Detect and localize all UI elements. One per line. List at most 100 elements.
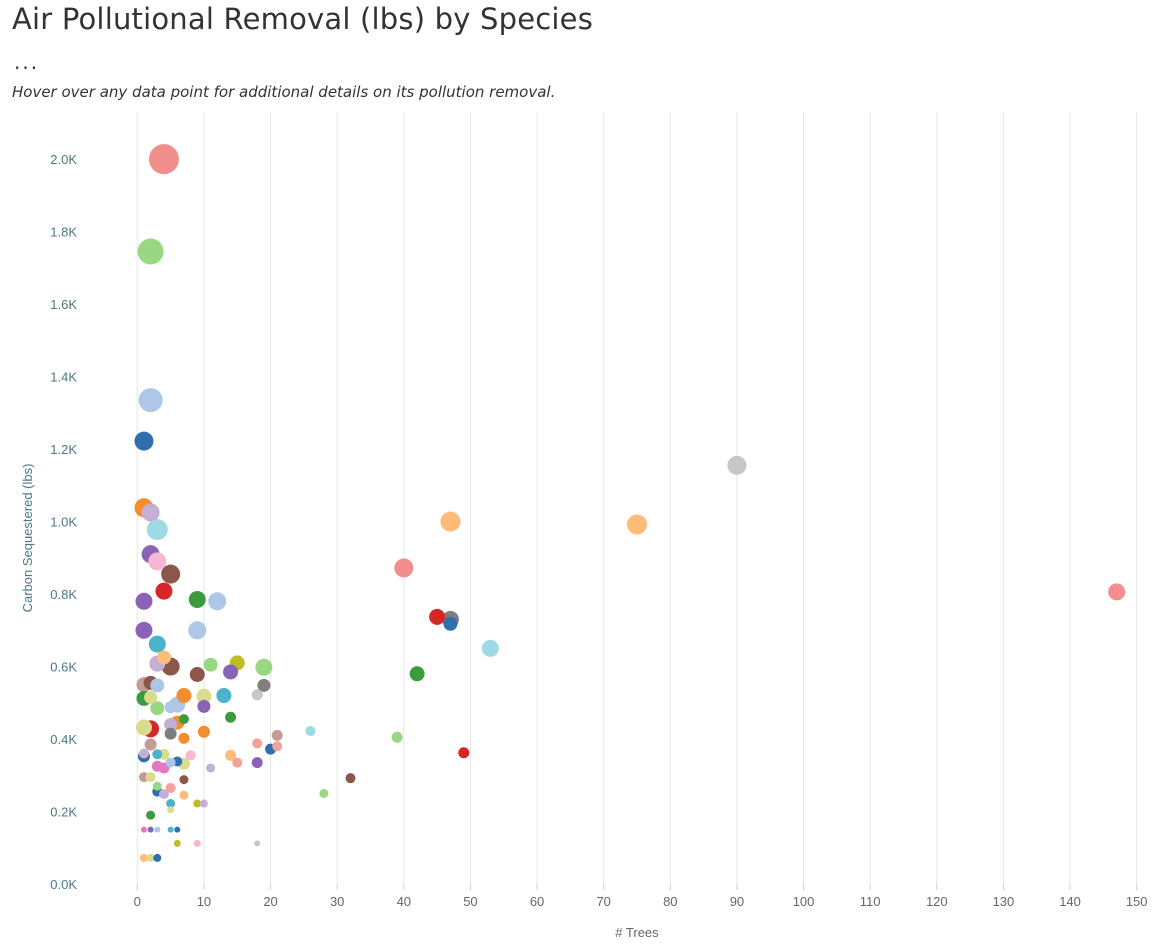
data-point[interactable] <box>140 826 147 833</box>
x-axis-ticks: 0 10 20 30 40 50 60 70 80 90 100 110 120 130 140 150 <box>134 884 1148 909</box>
data-point[interactable] <box>135 719 152 736</box>
x-tick-label: 40 <box>397 894 411 909</box>
y-tick-label: 0.2K <box>50 805 77 820</box>
data-point[interactable] <box>458 747 470 759</box>
data-point[interactable] <box>206 763 216 773</box>
data-point[interactable] <box>272 741 283 752</box>
data-point[interactable] <box>155 582 173 600</box>
data-point[interactable] <box>176 688 192 704</box>
x-tick-label: 90 <box>730 894 744 909</box>
data-point[interactable] <box>144 690 158 704</box>
data-point[interactable] <box>148 552 167 571</box>
data-point[interactable] <box>394 558 414 578</box>
x-tick-label: 80 <box>663 894 677 909</box>
x-tick-label: 70 <box>596 894 610 909</box>
data-point[interactable] <box>251 689 263 701</box>
data-point[interactable] <box>409 666 425 682</box>
data-point[interactable] <box>232 757 243 768</box>
data-point[interactable] <box>223 664 239 680</box>
data-point[interactable] <box>154 826 161 833</box>
data-point[interactable] <box>271 729 283 741</box>
data-point[interactable] <box>197 725 210 738</box>
data-point[interactable] <box>185 750 196 761</box>
data-point[interactable] <box>189 667 205 683</box>
data-point[interactable] <box>135 592 153 610</box>
data-point[interactable] <box>193 839 201 847</box>
data-point[interactable] <box>141 503 160 522</box>
data-point[interactable] <box>164 727 177 740</box>
data-point[interactable] <box>178 732 190 744</box>
data-point[interactable] <box>165 782 176 793</box>
data-point[interactable] <box>173 839 181 847</box>
data-point[interactable] <box>305 726 316 737</box>
x-tick-label: 30 <box>330 894 344 909</box>
data-point[interactable] <box>1108 583 1126 601</box>
data-point[interactable] <box>148 144 179 175</box>
data-points <box>134 144 1126 862</box>
y-axis-label: Carbon Sequestered (lbs) <box>20 464 35 613</box>
data-point[interactable] <box>152 781 162 791</box>
data-point[interactable] <box>146 853 155 862</box>
data-point[interactable] <box>144 738 157 751</box>
data-point[interactable] <box>146 810 156 820</box>
data-point[interactable] <box>188 590 206 608</box>
data-point[interactable] <box>254 840 261 847</box>
data-point[interactable] <box>391 731 403 743</box>
data-point[interactable] <box>251 757 263 769</box>
data-point[interactable] <box>135 621 153 639</box>
data-point[interactable] <box>158 789 169 800</box>
data-point[interactable] <box>208 592 227 611</box>
data-point[interactable] <box>148 635 166 653</box>
data-point[interactable] <box>150 678 165 693</box>
data-point[interactable] <box>139 853 148 862</box>
data-point[interactable] <box>145 772 156 783</box>
y-tick-label: 0.6K <box>50 660 77 675</box>
data-point[interactable] <box>167 826 174 833</box>
data-point[interactable] <box>188 621 207 640</box>
data-point[interactable] <box>164 718 178 732</box>
data-point[interactable] <box>161 564 181 584</box>
data-point[interactable] <box>443 616 458 631</box>
data-point[interactable] <box>150 701 165 716</box>
data-point[interactable] <box>137 238 164 265</box>
data-point[interactable] <box>146 519 168 541</box>
data-point[interactable] <box>319 788 329 798</box>
data-point[interactable] <box>255 658 273 676</box>
data-point[interactable] <box>164 701 177 714</box>
data-point[interactable] <box>165 757 176 768</box>
data-point[interactable] <box>252 738 263 749</box>
data-point[interactable] <box>440 511 461 532</box>
data-point[interactable] <box>193 799 202 808</box>
x-tick-label: 60 <box>530 894 544 909</box>
y-tick-label: 0.4K <box>50 732 77 747</box>
data-point[interactable] <box>203 657 218 672</box>
data-point[interactable] <box>152 749 163 760</box>
data-point[interactable] <box>225 711 237 723</box>
data-point[interactable] <box>179 790 189 800</box>
data-point[interactable] <box>134 431 154 451</box>
data-point[interactable] <box>174 826 181 833</box>
data-point[interactable] <box>153 853 162 862</box>
data-point[interactable] <box>626 514 647 535</box>
data-point[interactable] <box>156 650 171 665</box>
data-point[interactable] <box>345 773 356 784</box>
x-tick-label: 20 <box>263 894 277 909</box>
data-point[interactable] <box>178 714 189 725</box>
data-point[interactable] <box>481 639 499 657</box>
data-point[interactable] <box>429 608 446 625</box>
data-point[interactable] <box>167 806 175 814</box>
data-point[interactable] <box>138 388 163 413</box>
data-point[interactable] <box>257 678 271 692</box>
data-point[interactable] <box>166 799 176 809</box>
y-tick-label: 1.8K <box>50 225 77 240</box>
data-point[interactable] <box>138 748 149 759</box>
data-point[interactable] <box>216 688 232 704</box>
data-point[interactable] <box>727 455 747 475</box>
data-point[interactable] <box>179 775 189 785</box>
data-point[interactable] <box>196 688 212 704</box>
data-point[interactable] <box>199 799 208 808</box>
data-point[interactable] <box>225 749 237 761</box>
data-point[interactable] <box>147 826 154 833</box>
data-point[interactable] <box>197 699 211 713</box>
more-options-icon[interactable]: ... <box>14 50 40 74</box>
